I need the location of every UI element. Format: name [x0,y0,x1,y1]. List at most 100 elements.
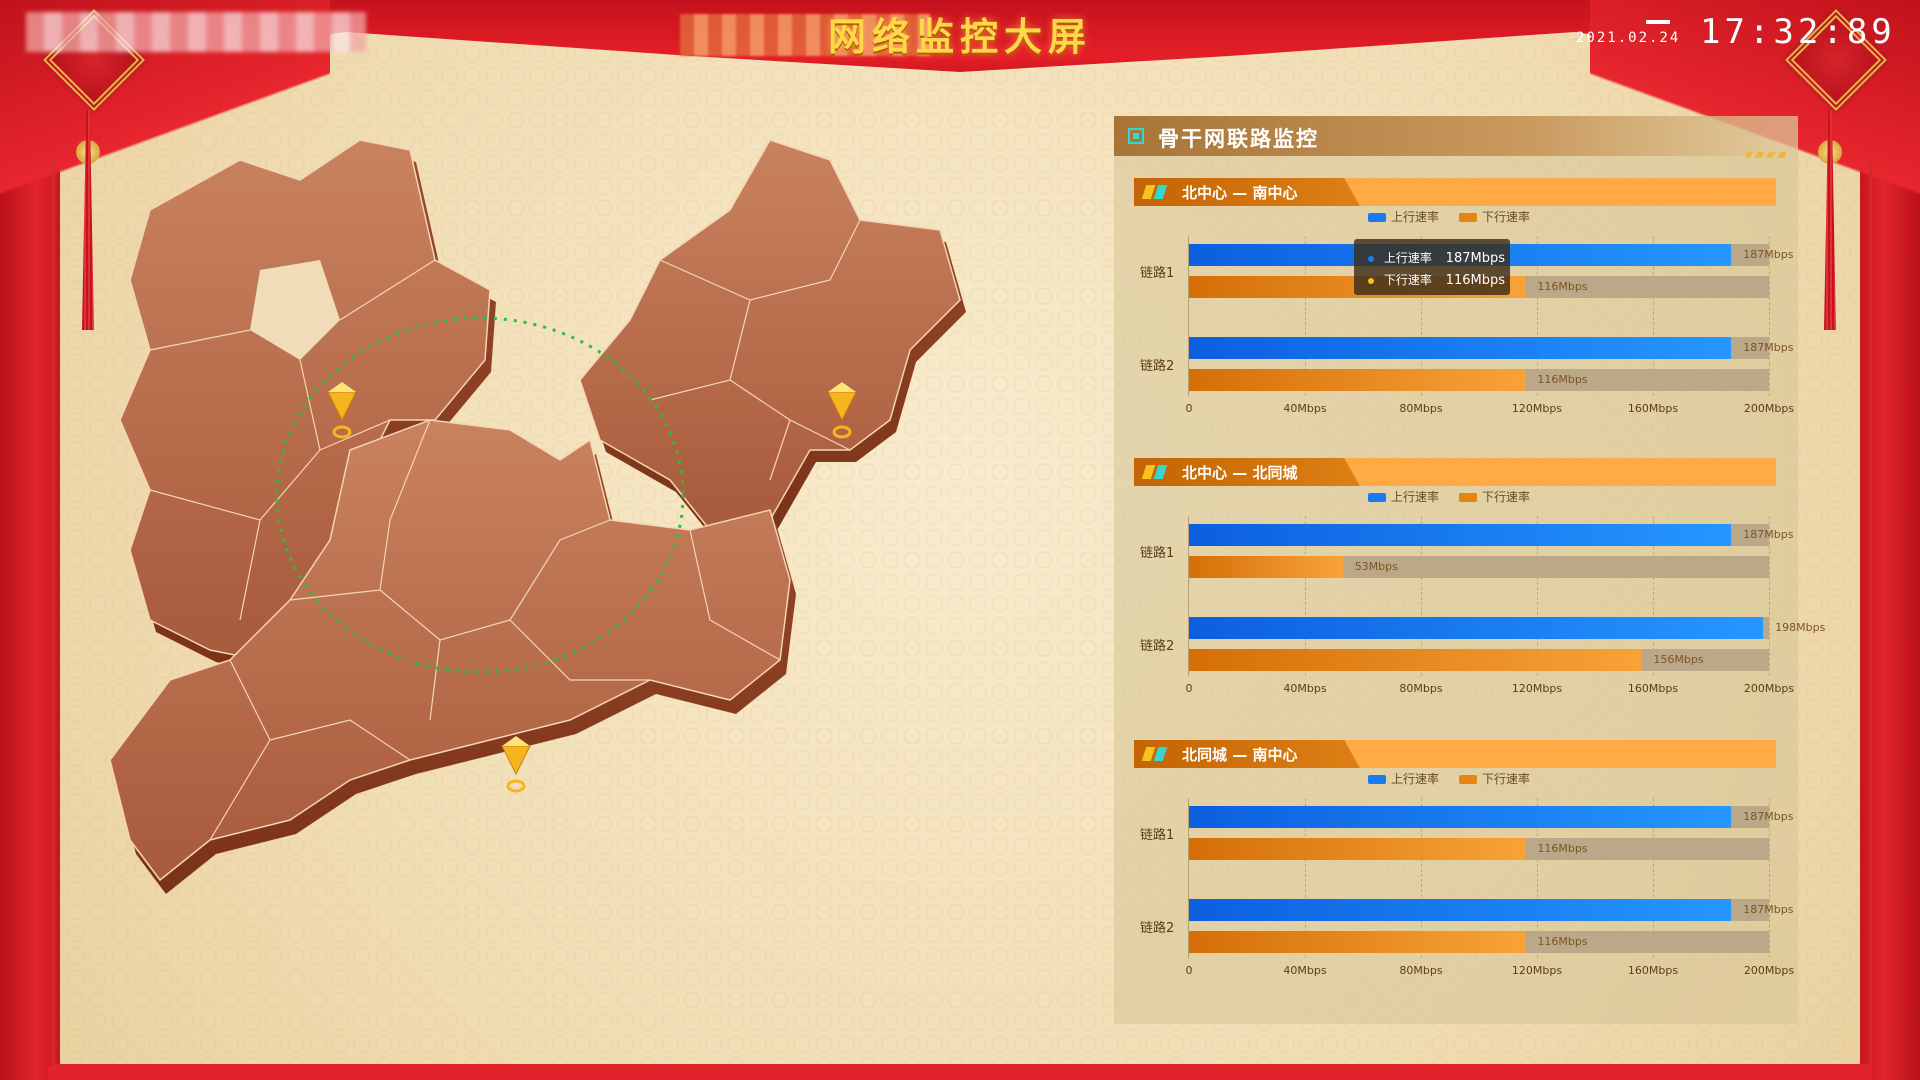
x-tick-label: 0 [1185,402,1193,415]
bar-value-label: 187Mbps [1743,810,1794,823]
header-separator [1646,20,1670,24]
group-marks-icon [1141,747,1174,761]
panel-title: 骨干网联路监控 [1158,127,1319,151]
grid-line [1537,236,1538,396]
grid-line [1653,236,1654,396]
grid-line [1537,516,1538,676]
bar-value-label: 187Mbps [1743,248,1794,261]
link-group-header: 北中心 — 南中心 [1134,178,1776,206]
page-title: 网络监控大屏 [827,15,1092,59]
backbone-link-panel: 骨干网联路监控 北中心 — 南中心 上行速率 下行速率 0 40Mbps 80Mbps 12… [1114,116,1825,1024]
bar-value-label: 116Mbps [1537,373,1588,386]
blurred-logo-mid [680,14,930,56]
region-northeast [579,139,966,542]
bar-up-rate[interactable] [1189,806,1732,828]
tooltip-up-dot-icon [1368,255,1374,262]
link-group-2: 北中心 — 北同城 上行速率 下行速率 0 40Mbps 80Mbps 120Mbps 160… [1114,458,1825,728]
blurred-logo-left [26,12,366,52]
legend-down[interactable]: 下行速率 [1459,208,1530,225]
y-category-label: 链路2 [1140,359,1175,374]
grid-line [1769,236,1770,396]
bar-up-rate[interactable] [1189,337,1732,359]
y-category-label: 链路1 [1140,828,1175,843]
grid-line [1653,798,1654,958]
region-northwest [119,139,496,672]
x-tick-label: 200Mbps [1743,682,1795,695]
chart-legend[interactable]: 上行速率 下行速率 [1368,770,1550,787]
legend-up[interactable]: 上行速率 [1368,770,1439,787]
legend-down-swatch [1459,775,1478,784]
link-group-header: 北同城 — 南中心 [1134,740,1776,768]
chart-tooltip: 上行速率 187Mbps 下行速率 116Mbps [1354,239,1510,295]
legend-down[interactable]: 下行速率 [1459,770,1530,787]
date-display: 2021.02.24 [1576,30,1681,46]
panel-stripes-icon [1746,152,1786,158]
legend-up-swatch [1368,213,1386,222]
x-tick-label: 160Mbps [1627,402,1679,415]
bar-up-rate[interactable] [1189,617,1764,639]
bar-down-rate[interactable] [1189,931,1526,953]
bar-down-rate[interactable] [1189,556,1343,578]
legend-up-label: 上行速率 [1391,772,1440,786]
group-marks-icon [1141,185,1174,199]
bar-value-label: 53Mbps [1354,560,1398,573]
link-group-3: 北同城 — 南中心 上行速率 下行速率 0 40Mbps 80Mbps 120Mbps 160… [1114,740,1798,1010]
grid-line [1421,516,1422,676]
bar-value-label: 187Mbps [1743,903,1794,916]
bar-up-rate[interactable] [1189,899,1732,921]
legend-up-label: 上行速率 [1391,490,1440,504]
legend-up-swatch [1368,775,1386,784]
bar-value-label: 116Mbps [1537,842,1588,855]
bar-value-label: 116Mbps [1537,280,1588,293]
link-group-header: 北中心 — 北同城 [1134,458,1776,486]
grid-line [1305,516,1306,676]
link-bar-chart: 0 40Mbps 80Mbps 120Mbps 160Mbps 200Mbps 链路1 187… [1114,232,1798,432]
panel-square-icon [1128,128,1144,144]
bar-down-rate[interactable] [1189,369,1526,391]
chart-legend[interactable]: 上行速率 下行速率 [1368,488,1550,505]
bar-down-rate[interactable] [1189,649,1642,671]
y-axis [1188,236,1189,396]
legend-up[interactable]: 上行速率 [1368,488,1439,505]
y-category-label: 链路2 [1140,921,1175,936]
grid-line [1421,236,1422,396]
link-group-title: 北同城 — 南中心 [1182,746,1298,764]
region-south [109,419,796,894]
legend-down-label: 下行速率 [1482,490,1531,504]
bar-down-rate[interactable] [1189,838,1526,860]
link-group-1: 北中心 — 南中心 上行速率 下行速率 0 40Mbps 80Mbps 120Mbps 160… [1114,178,1798,448]
grid-line [1769,798,1770,958]
x-tick-label: 40Mbps [1283,964,1327,977]
bar-value-label: 187Mbps [1743,528,1794,541]
legend-down[interactable]: 下行速率 [1459,488,1530,505]
location-marker-south-icon[interactable] [501,736,531,793]
x-tick-label: 0 [1185,682,1193,695]
legend-down-swatch [1459,493,1478,502]
bar-value-label: 156Mbps [1653,653,1704,666]
link-group-title: 北中心 — 南中心 [1182,184,1298,202]
grid-line [1769,516,1770,676]
tooltip-up-value: 187Mbps [1445,251,1505,266]
bottom-border [48,1066,1872,1080]
time-display: 17:32:89 [1700,12,1896,52]
grid-line [1421,798,1422,958]
chart-legend[interactable]: 上行速率 下行速率 [1368,208,1550,225]
inner-frame [52,160,1872,1067]
tooltip-down-dot-icon [1368,277,1374,284]
legend-down-swatch [1459,213,1478,222]
grid-line [1537,798,1538,958]
y-category-label: 链路1 [1140,266,1175,281]
bar-value-label: 116Mbps [1537,935,1588,948]
grid-line [1305,236,1306,396]
legend-up[interactable]: 上行速率 [1368,208,1439,225]
bar-up-rate[interactable] [1189,524,1732,546]
x-tick-label: 80Mbps [1399,682,1443,695]
tooltip-down-value: 116Mbps [1445,273,1505,288]
link-bar-chart: 0 40Mbps 80Mbps 120Mbps 160Mbps 200Mbps 链路1 187… [1114,794,1798,994]
tooltip-down-label: 下行速率 [1383,273,1432,287]
x-tick-label: 200Mbps [1743,964,1795,977]
location-marker-northwest-icon[interactable] [327,382,357,439]
region-map [109,139,966,894]
y-category-label: 链路2 [1140,639,1175,654]
location-marker-northeast-icon[interactable] [827,382,857,439]
